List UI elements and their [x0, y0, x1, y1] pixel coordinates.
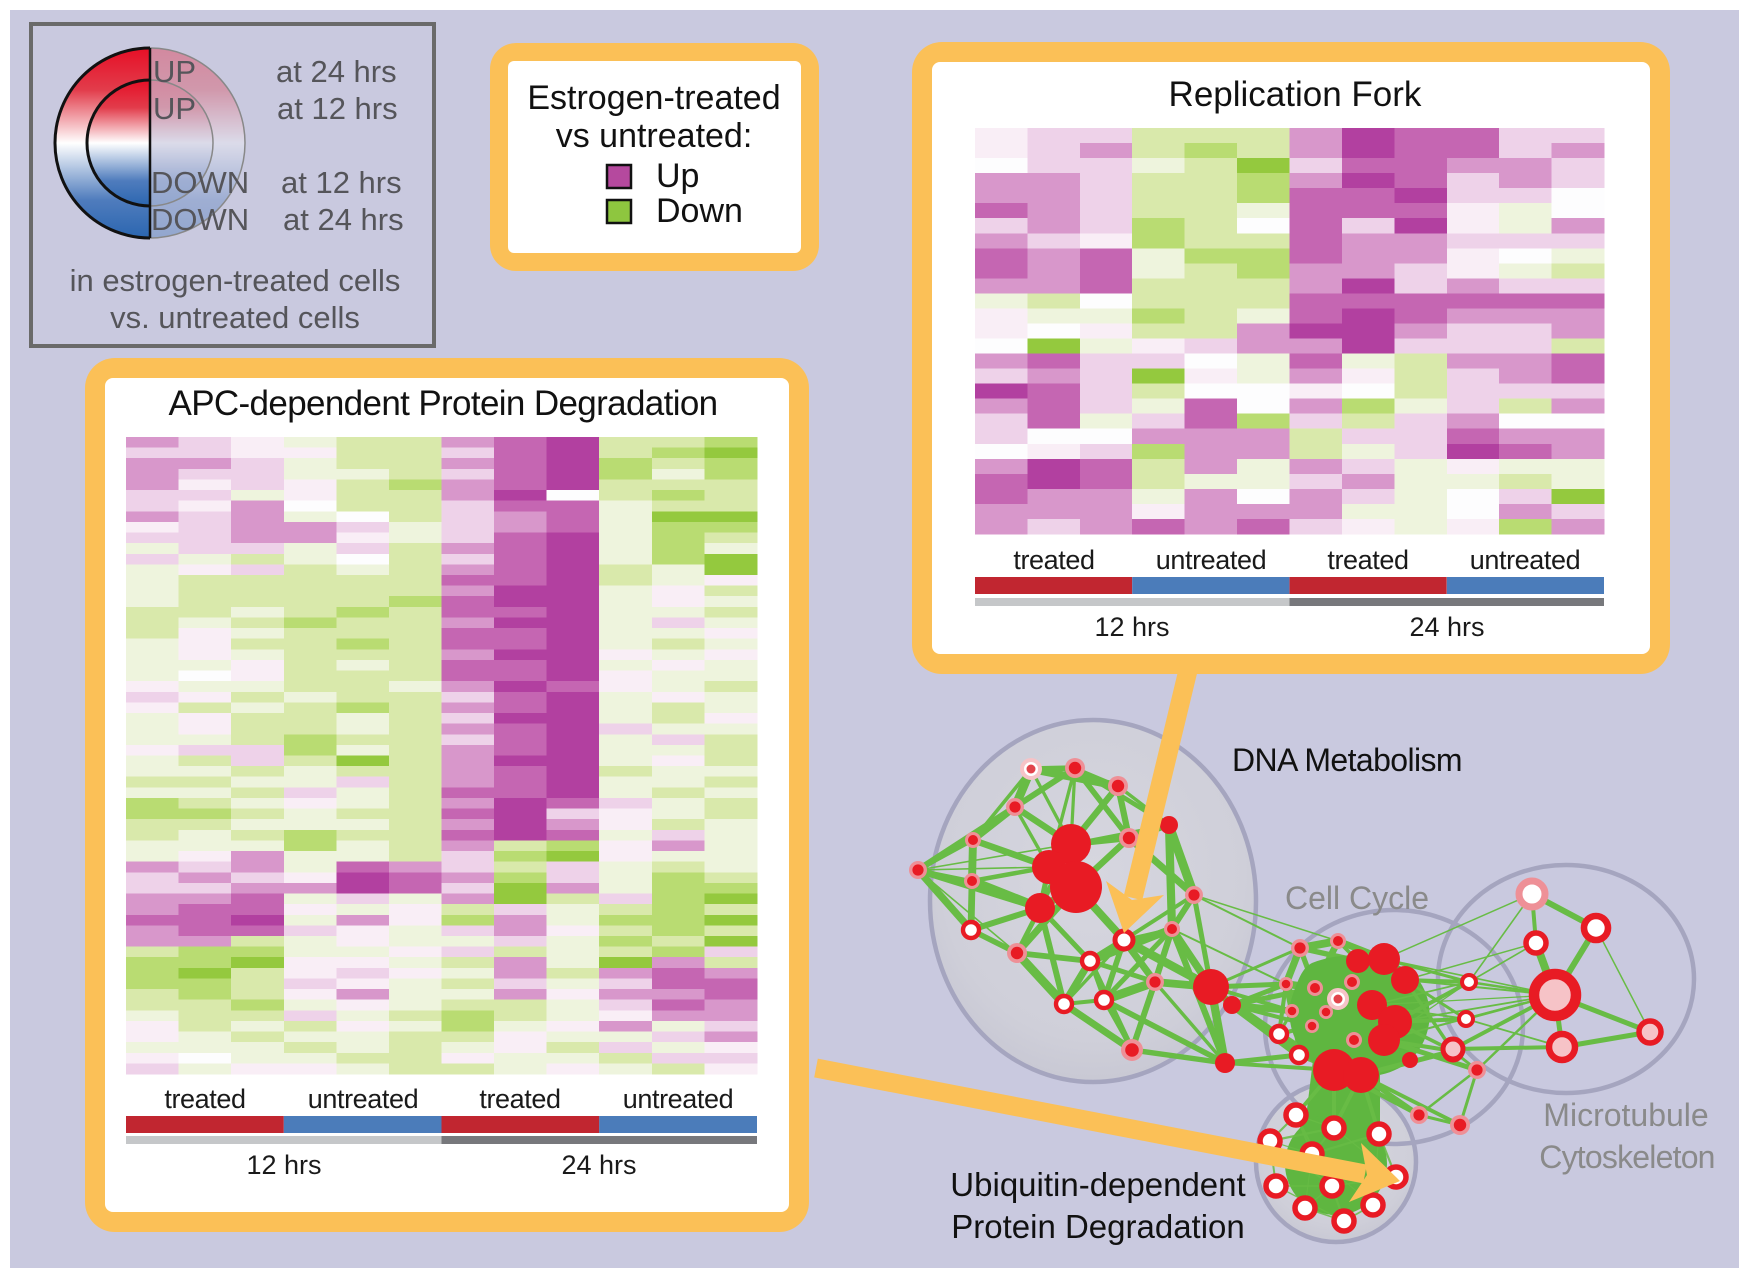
svg-text:untreated: untreated: [1156, 545, 1267, 575]
svg-text:at 12 hrs: at 12 hrs: [281, 165, 402, 200]
svg-text:DOWN: DOWN: [151, 202, 249, 237]
svg-text:treated: treated: [1327, 545, 1408, 575]
svg-text:treated: treated: [164, 1084, 245, 1114]
svg-text:Estrogen-treated: Estrogen-treated: [527, 79, 780, 117]
svg-text:Up: Up: [656, 157, 699, 195]
svg-text:UP: UP: [153, 91, 196, 126]
svg-text:DOWN: DOWN: [151, 165, 249, 200]
svg-text:vs untreated:: vs untreated:: [556, 117, 753, 155]
svg-text:Replication Fork: Replication Fork: [1169, 75, 1422, 114]
svg-text:APC-dependent Protein Degradat: APC-dependent Protein Degradation: [169, 384, 718, 423]
svg-text:untreated: untreated: [308, 1084, 419, 1114]
svg-text:at 24 hrs: at 24 hrs: [276, 54, 397, 89]
svg-text:24 hrs: 24 hrs: [1409, 612, 1484, 642]
svg-text:untreated: untreated: [623, 1084, 734, 1114]
svg-text:Cytoskeleton: Cytoskeleton: [1539, 1139, 1714, 1175]
svg-text:DNA Metabolism: DNA Metabolism: [1232, 742, 1462, 778]
svg-text:Cell Cycle: Cell Cycle: [1285, 880, 1429, 916]
svg-text:24 hrs: 24 hrs: [561, 1150, 636, 1180]
svg-text:Microtubule: Microtubule: [1543, 1097, 1708, 1133]
svg-text:Down: Down: [656, 192, 743, 230]
svg-text:vs. untreated cells: vs. untreated cells: [110, 300, 360, 335]
svg-text:treated: treated: [1013, 545, 1094, 575]
svg-text:12 hrs: 12 hrs: [1094, 612, 1169, 642]
svg-text:Protein Degradation: Protein Degradation: [951, 1208, 1245, 1245]
svg-text:untreated: untreated: [1470, 545, 1581, 575]
svg-text:in estrogen-treated cells: in estrogen-treated cells: [70, 263, 401, 298]
svg-text:Ubiquitin-dependent: Ubiquitin-dependent: [950, 1166, 1245, 1203]
svg-text:at 12 hrs: at 12 hrs: [277, 91, 398, 126]
svg-text:at 24 hrs: at 24 hrs: [283, 202, 404, 237]
svg-text:treated: treated: [479, 1084, 560, 1114]
svg-text:UP: UP: [153, 54, 196, 89]
svg-text:12 hrs: 12 hrs: [246, 1150, 321, 1180]
